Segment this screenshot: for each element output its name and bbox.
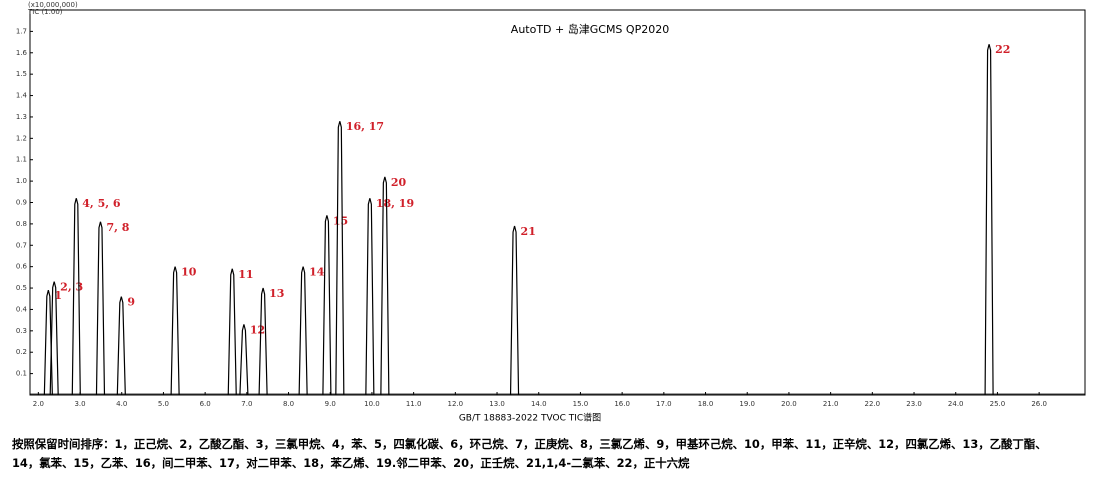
- y-tick-label: 0.3: [16, 327, 27, 335]
- x-axis-title: GB/T 18883-2022 TVOC TIC谱图: [459, 412, 601, 424]
- y-tick-label: 0.9: [16, 199, 27, 207]
- peak-label: 16, 17: [346, 120, 384, 133]
- peak: [509, 225, 520, 396]
- y-label: TIC (1.00): [27, 8, 63, 16]
- peak: [380, 176, 390, 396]
- peak: [227, 268, 237, 396]
- x-tick-label: 25.0: [990, 400, 1006, 408]
- y-tick-label: 1.6: [16, 49, 28, 57]
- x-tick-label: 21.0: [823, 400, 839, 408]
- y-tick-label: 0.6: [16, 263, 28, 271]
- peak-label: 15: [333, 214, 348, 227]
- y-tick-label: 1.1: [16, 156, 27, 164]
- peak: [258, 287, 268, 396]
- peak-label: 10: [181, 266, 197, 279]
- x-tick-label: 9.0: [325, 400, 336, 408]
- peak: [170, 266, 180, 396]
- peak: [322, 215, 332, 396]
- x-tick-label: 7.0: [241, 400, 252, 408]
- y-tick-label: 0.5: [16, 284, 27, 292]
- y-unit: (x10,000,000): [28, 1, 78, 9]
- x-tick-label: 12.0: [448, 400, 464, 408]
- peak-label: 9: [127, 296, 135, 309]
- y-tick-label: 0.1: [16, 370, 27, 378]
- x-tick-label: 10.0: [364, 400, 380, 408]
- peak-label: 20: [391, 176, 407, 189]
- peak: [298, 266, 308, 396]
- peak-label: 11: [238, 268, 253, 281]
- x-tick-label: 23.0: [906, 400, 922, 408]
- peak-label: 7, 8: [106, 221, 129, 234]
- peak: [95, 221, 106, 396]
- x-tick-label: 18.0: [698, 400, 714, 408]
- x-tick-label: 19.0: [739, 400, 755, 408]
- x-tick-label: 3.0: [74, 400, 85, 408]
- peak-label: 2, 3: [60, 281, 83, 294]
- peak-label: 22: [995, 43, 1010, 56]
- x-tick-label: 26.0: [1031, 400, 1047, 408]
- peak-label: 21: [521, 225, 536, 238]
- x-tick-label: 2.0: [33, 400, 44, 408]
- x-tick-label: 6.0: [200, 400, 211, 408]
- peak: [365, 198, 375, 396]
- x-tick-label: 15.0: [573, 400, 589, 408]
- peak-label: 13: [269, 287, 284, 300]
- y-tick-label: 0.4: [16, 305, 28, 313]
- peak: [335, 121, 345, 396]
- y-tick-label: 0.7: [16, 241, 27, 249]
- x-tick-label: 20.0: [781, 400, 797, 408]
- x-tick-label: 4.0: [116, 400, 127, 408]
- y-tick-label: 1.4: [16, 92, 28, 100]
- peak: [984, 44, 994, 396]
- chart: (x10,000,000) TIC (1.00) AutoTD + 岛津GCMS…: [16, 1, 1086, 424]
- peak: [49, 281, 59, 396]
- x-tick-label: 17.0: [656, 400, 672, 408]
- peak-label: 14: [309, 266, 325, 279]
- x-tick-label: 14.0: [531, 400, 547, 408]
- caption-line: 14，氯苯、15，乙苯、16，间二甲苯、17，对二甲苯、18，苯乙烯、19.邻二…: [12, 456, 690, 470]
- x-tick-label: 8.0: [283, 400, 294, 408]
- peak-label: 4, 5, 6: [82, 197, 121, 210]
- caption-line: 按照保留时间排序：1，正己烷、2，乙酸乙酯、3，三氯甲烷、4，苯、5，四氯化碳、…: [12, 437, 1047, 451]
- y-tick-label: 1.7: [16, 27, 27, 35]
- peak: [116, 296, 126, 396]
- y-tick-label: 1.2: [16, 134, 27, 142]
- x-tick-label: 16.0: [614, 400, 630, 408]
- peak-label: 1: [54, 289, 62, 302]
- peak-label: 12: [250, 323, 265, 336]
- x-tick-label: 13.0: [489, 400, 505, 408]
- plot-frame: [29, 9, 1086, 396]
- x-tick-label: 11.0: [406, 400, 422, 408]
- x-tick-label: 5.0: [158, 400, 169, 408]
- peak: [239, 324, 249, 396]
- y-tick-label: 0.2: [16, 348, 27, 356]
- y-tick-label: 1.0: [16, 177, 27, 185]
- x-tick-label: 24.0: [948, 400, 964, 408]
- chart-title: AutoTD + 岛津GCMS QP2020: [511, 22, 669, 36]
- y-tick-label: 0.8: [16, 220, 27, 228]
- y-tick-label: 1.3: [16, 113, 27, 121]
- y-tick-label: 1.5: [16, 70, 27, 78]
- x-tick-label: 22.0: [865, 400, 881, 408]
- peak-label: 18, 19: [376, 197, 414, 210]
- peak: [43, 290, 53, 396]
- peak: [71, 198, 81, 396]
